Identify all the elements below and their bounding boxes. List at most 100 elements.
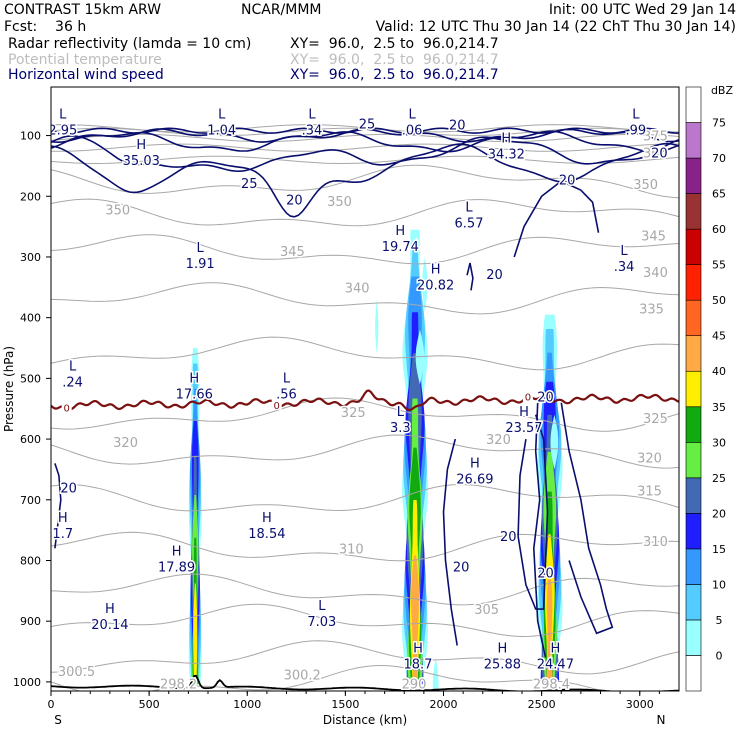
extremum-type: L [308,107,316,122]
extremum-value: .99 [625,123,646,138]
wind-label: 20 [651,147,668,162]
y-tick-label: 600 [20,433,41,446]
wind-contour [51,142,679,218]
theta-label: 290 [402,678,427,693]
center-label: NCAR/MMM [241,2,322,18]
wind-label: 25 [241,177,258,192]
freezing-label: 0 [64,404,70,415]
reflectivity-band [422,257,428,312]
extremum-marker: H19.74 [380,223,420,257]
theta-label: 320 [486,433,511,448]
extremum-type: L [69,359,77,374]
extremum-type: H [136,138,146,153]
wind-label: 20 [449,119,466,134]
theta-contour [51,664,605,691]
colorbar-swatch [685,299,702,337]
reflectivity-band [432,657,439,691]
extremum-marker: L.34 [612,243,636,277]
y-tick-label: 200 [20,190,41,203]
theta-label: 335 [639,303,664,318]
wind-contour [560,402,614,635]
extremum-marker: L.24 [61,358,85,392]
x-tick-label: 1500 [331,698,359,711]
forecast-hour: Fcst: 36 h [4,19,86,35]
colorbar-label: 0 [716,649,723,662]
freezing-level [51,389,679,411]
extremum-type: H [189,372,199,387]
chart-title: CONTRAST 15km ARW [4,2,161,18]
extremum-type: H [470,457,480,472]
extremum-marker: L1.91 [184,240,216,274]
theta-label: 300.5 [58,665,95,680]
freezing-level-line: 0 0 0 [51,389,679,415]
theta-label: 345 [641,230,666,245]
extremum-value: 20.82 [417,278,454,293]
wind-label: 20 [286,193,303,208]
extremum-type: H [550,642,560,657]
extremum-value: 3.3 [390,421,411,436]
colorbar-swatch [685,86,702,123]
colorbar-swatch [685,193,702,230]
wind-label: 20 [537,567,554,582]
extremum-value: 26.69 [456,473,493,488]
valid-time: Valid: 12 UTC Thu 30 Jan 14 (22 ChT Thu … [376,19,736,35]
init-time: Init: 00 UTC Wed 29 Jan 14 [549,2,736,18]
extremum-value: .24 [62,375,83,390]
theta-label: 350 [105,204,130,219]
extremum-value: 1.91 [186,257,215,272]
theta-label: 325 [643,412,668,427]
wind-label: 20 [60,482,77,497]
reflectivity-field [188,229,563,691]
extremum-value: 1.04 [207,123,236,138]
colorbar-swatch [685,335,702,372]
freezing-label: 0 [274,401,280,412]
y-tick-label: 700 [20,494,41,507]
extremum-type: L [465,200,473,215]
x-tick-label: 500 [139,698,160,711]
extremum-type: H [58,511,68,526]
contour-labels: 290 298.4 298.2 300.2 300.5 305 310 310 315 320 32… [56,116,669,693]
theta-label: 310 [643,535,668,550]
theta-contour [51,603,679,638]
extremum-value: 2.95 [48,123,77,138]
theta-label: 350 [327,195,352,210]
extremum-type: L [632,107,640,122]
wind-contour [51,130,679,154]
y-tick-label: 900 [20,615,41,628]
theta-label: 360 [643,147,668,162]
field-reflectivity-xy: XY= 96.0, 2.5 to 96.0,214.7 [290,36,499,52]
extremum-value: .56 [276,388,297,403]
colorbar-label: 55 [712,259,726,272]
freezing-label: 0 [525,393,531,404]
colorbar-swatch [685,513,702,550]
extremum-marker: H23.57 [504,403,544,437]
colorbar-swatch [685,122,702,159]
plot-area: 0 0 0 290 298.4 298.2 300.2 300.5 305 310 310 315 3… [48,106,679,693]
theta-contour [51,198,679,227]
extremum-type: L [408,107,416,122]
extremum-marker: H18.7 [402,640,434,674]
extremum-value: 20.14 [91,618,128,633]
extremum-type: H [172,545,182,560]
extremum-value: 17.89 [158,561,195,576]
theta-contour [51,282,679,315]
theta-contour [51,640,679,675]
reflectivity-band [415,329,425,385]
freezing-label-bg [61,401,72,413]
colorbar-swatch [685,370,702,408]
theta-label: 298.4 [533,678,570,693]
colorbar-label: 60 [712,223,726,236]
colorbar-label: 30 [712,436,726,449]
theta-contour [51,143,679,152]
colorbar-label: 25 [712,472,726,485]
extremum-value: 25.88 [484,658,521,673]
extrema-labels: L2.95L1.04L.34L.06L.99H35.03H34.32L6.57L… [48,106,648,674]
theta-label: 320 [113,436,138,451]
extremum-marker: H20.82 [416,261,456,295]
extremum-marker: L3.3 [388,403,412,437]
colorbar-swatch [685,548,702,585]
extremum-value: .34 [614,260,635,275]
extremum-type: H [431,262,441,277]
extremum-value: 17.66 [176,388,213,403]
